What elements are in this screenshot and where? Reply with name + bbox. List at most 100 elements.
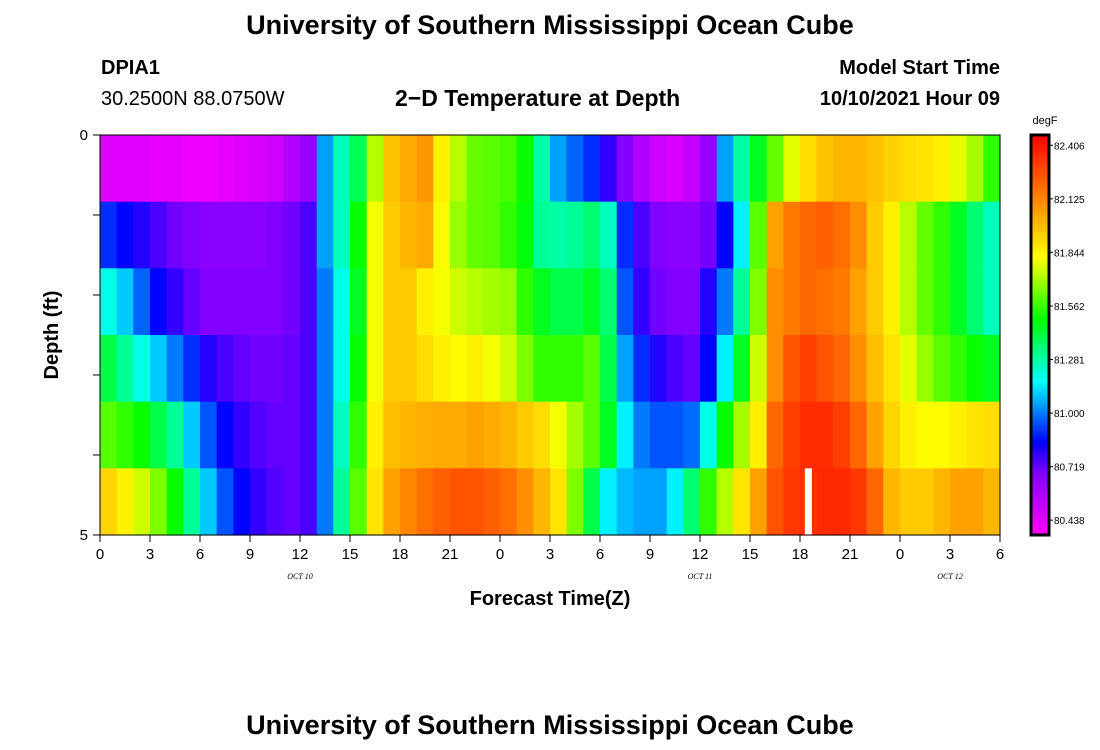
footer-title: University of Southern Mississippi Ocean… (246, 710, 854, 740)
heatmap-cell (633, 468, 651, 536)
heatmap-cell (133, 335, 151, 403)
heatmap-cell (966, 268, 984, 336)
heatmap-cell (333, 468, 351, 536)
heatmap-cell (516, 201, 534, 269)
heatmap-cell (966, 135, 984, 203)
heatmap-cell (316, 401, 334, 469)
heatmap-cell (700, 268, 718, 336)
heatmap-cell (833, 201, 851, 269)
heatmap-cell (383, 401, 401, 469)
heatmap-cell (800, 268, 818, 336)
heatmap-cell (650, 135, 668, 203)
heatmap-cell (916, 468, 934, 536)
heatmap-cell (283, 268, 301, 336)
heatmap-cell (483, 468, 501, 536)
x-day-label: OCT 11 (688, 572, 713, 581)
heatmap-cell (333, 135, 351, 203)
heatmap-cell (116, 468, 134, 536)
heatmap-cell (600, 468, 618, 536)
heatmap-cell (633, 268, 651, 336)
heatmap-cell (983, 268, 1001, 336)
heatmap-cell (100, 335, 118, 403)
heatmap-cell (766, 335, 784, 403)
heatmap-cell (300, 401, 318, 469)
heatmap-cell (183, 401, 201, 469)
plot-title: 2−D Temperature at Depth (395, 85, 681, 111)
heatmap-cell (483, 335, 501, 403)
heatmap-cell (216, 401, 234, 469)
heatmap-cell (150, 135, 168, 203)
heatmap-cell (800, 335, 818, 403)
heatmap-cell (350, 268, 368, 336)
heatmap-cell (833, 401, 851, 469)
heatmap-cell (366, 135, 384, 203)
x-tick-label: 3 (146, 546, 154, 563)
heatmap-cell (883, 201, 901, 269)
heatmap-cell (150, 335, 168, 403)
heatmap-cell (866, 201, 884, 269)
heatmap-cells (100, 135, 1001, 536)
heatmap-cell (983, 135, 1001, 203)
heatmap-cell (150, 201, 168, 269)
heatmap-cell (950, 268, 968, 336)
heatmap-cell (200, 268, 218, 336)
heatmap-cell (600, 268, 618, 336)
heatmap-cell (483, 268, 501, 336)
heatmap-cell (983, 335, 1001, 403)
heatmap-cell (133, 468, 151, 536)
heatmap-cell (650, 468, 668, 536)
colorbar-tick-label: 82.125 (1054, 195, 1085, 206)
heatmap-cell (366, 335, 384, 403)
heatmap-cell (333, 201, 351, 269)
heatmap-cell (216, 201, 234, 269)
heatmap-cell (550, 401, 568, 469)
x-tick-label: 9 (246, 546, 254, 563)
heatmap-cell (533, 468, 551, 536)
heatmap-cell (733, 401, 751, 469)
heatmap-cell (583, 201, 601, 269)
heatmap-cell (183, 201, 201, 269)
heatmap-cell (966, 468, 984, 536)
heatmap-cell (800, 201, 818, 269)
heatmap-cell (983, 468, 1001, 536)
heatmap-cell (500, 468, 518, 536)
colorbar-unit: degF (1032, 115, 1057, 127)
station-coordinates: 30.2500N 88.0750W (101, 88, 285, 110)
x-tick-label: 15 (742, 546, 759, 563)
heatmap-cell (900, 201, 918, 269)
heatmap-cell (616, 401, 634, 469)
heatmap-cell (316, 135, 334, 203)
heatmap-cell (466, 201, 484, 269)
heatmap-cell (583, 335, 601, 403)
heatmap-cell (750, 335, 768, 403)
heatmap-cell (833, 268, 851, 336)
heatmap-cell (116, 268, 134, 336)
heatmap-cell (916, 335, 934, 403)
heatmap-cell (783, 268, 801, 336)
heatmap-cell (683, 335, 701, 403)
heatmap-cell (600, 401, 618, 469)
heatmap-cell (766, 268, 784, 336)
heatmap-cell (550, 201, 568, 269)
heatmap-cell (733, 468, 751, 536)
x-tick-label: 0 (96, 546, 104, 563)
x-tick-label: 9 (646, 546, 654, 563)
heatmap-cell (700, 468, 718, 536)
heatmap-cell (216, 468, 234, 536)
heatmap-cell (650, 201, 668, 269)
heatmap-cell (183, 468, 201, 536)
heatmap-cell (700, 401, 718, 469)
heatmap-cell (633, 401, 651, 469)
heatmap-cell (300, 335, 318, 403)
heatmap-cell (883, 335, 901, 403)
colorbar-tick-label: 81.844 (1054, 248, 1085, 259)
heatmap-cell (183, 268, 201, 336)
heatmap-cell (750, 268, 768, 336)
heatmap-cell (350, 468, 368, 536)
heatmap-cell (533, 135, 551, 203)
heatmap-cell (250, 135, 268, 203)
heatmap-cell (450, 335, 468, 403)
x-tick-label: 12 (692, 546, 709, 563)
heatmap-cell (600, 201, 618, 269)
heatmap-cell (516, 468, 534, 536)
